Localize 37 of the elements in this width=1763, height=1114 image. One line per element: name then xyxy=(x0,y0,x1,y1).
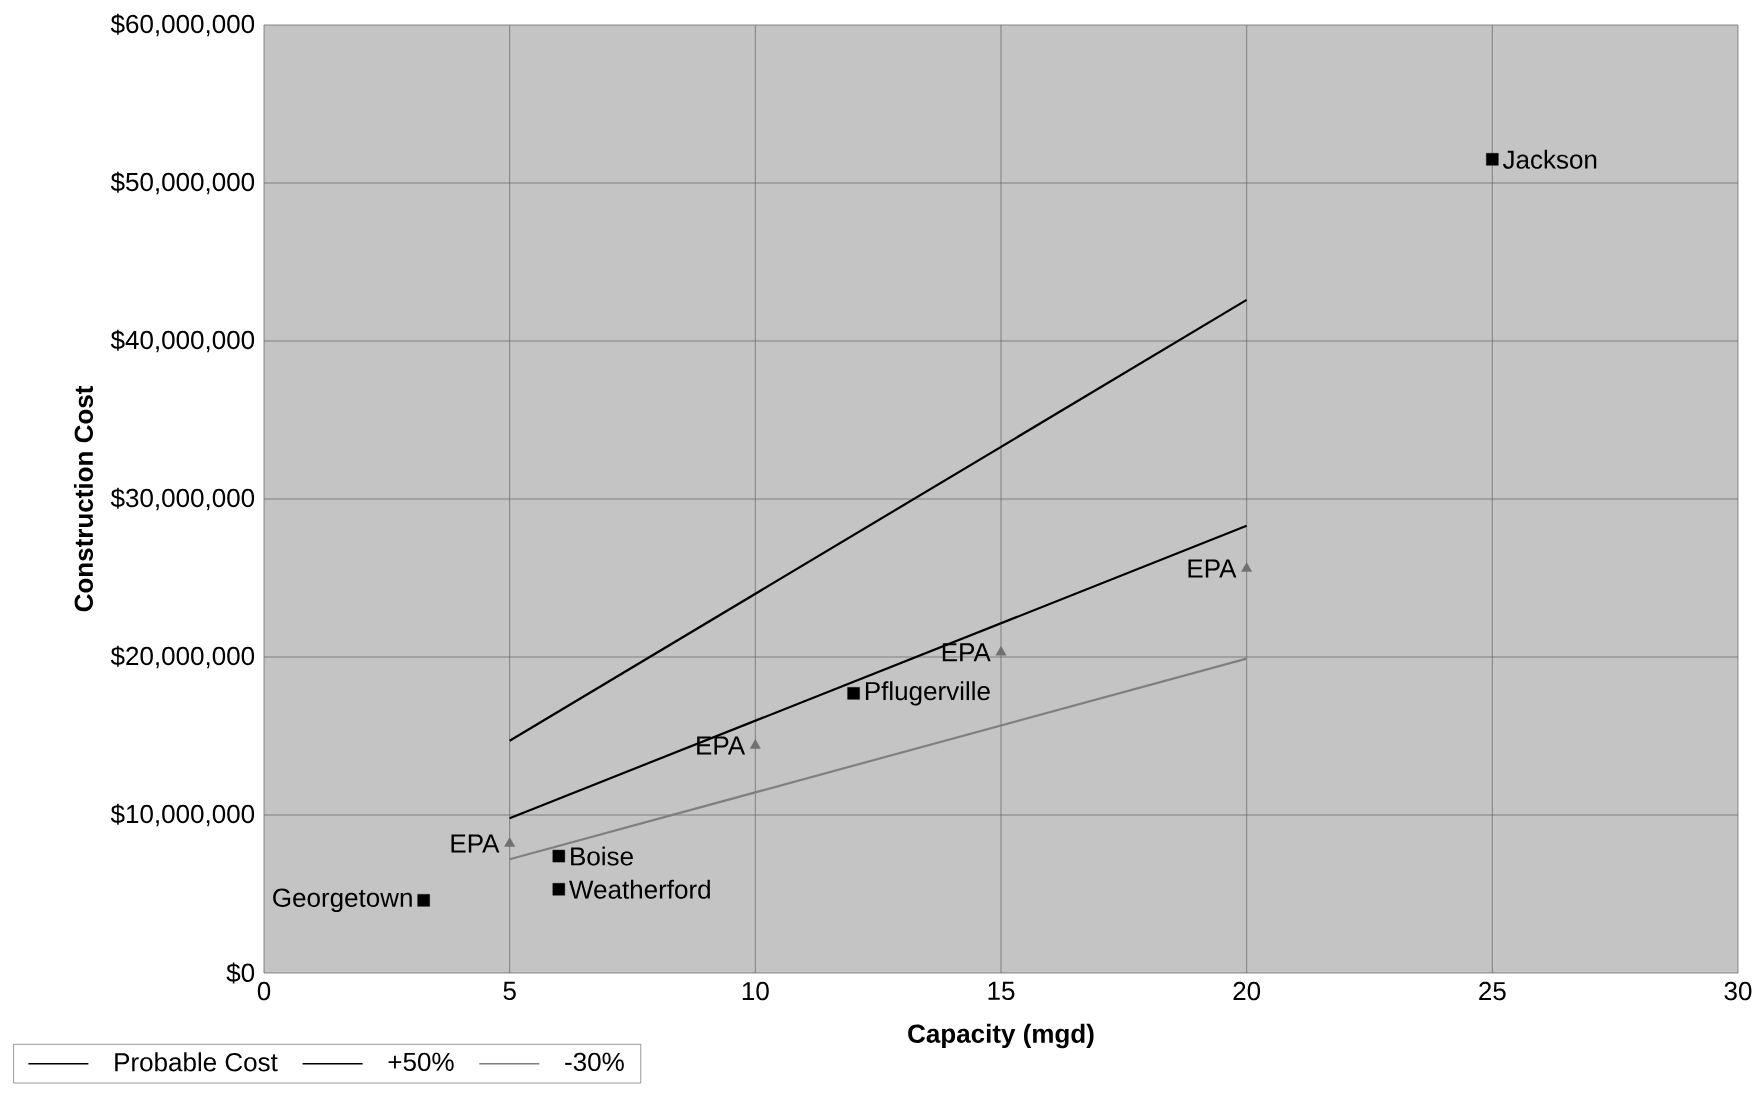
y-tick-label: $60,000,000 xyxy=(110,13,255,37)
annotation: Georgetown xyxy=(273,888,412,913)
y-tick-label: $40,000,000 xyxy=(110,329,255,353)
annotation: Boise xyxy=(571,846,633,866)
y-axis-title: Construction Cost xyxy=(73,385,94,612)
legend-label: +50% xyxy=(388,1052,454,1072)
annotation: EPA xyxy=(697,736,746,755)
annotation: Weatherford xyxy=(569,879,710,899)
point xyxy=(995,646,1007,656)
annotation: Pflugerville xyxy=(865,681,990,706)
legend-label: -30% xyxy=(565,1052,624,1072)
annotation: EPA xyxy=(1188,559,1237,578)
point xyxy=(749,739,761,749)
x-tick-label: 5 xyxy=(503,981,516,1000)
legend-label: Probable Cost xyxy=(115,1052,278,1072)
point xyxy=(1486,153,1499,166)
y-tick-label: $50,000,000 xyxy=(110,171,255,195)
y-tick-label: $20,000,000 xyxy=(110,645,255,669)
x-tick-label: 15 xyxy=(988,981,1015,1000)
x-tick-label: 20 xyxy=(1233,981,1261,1001)
point xyxy=(847,687,860,700)
x-axis-title: Capacity (mgd) xyxy=(908,1023,1094,1049)
x-tick-label: 25 xyxy=(1479,981,1506,1001)
x-tick-label: 10 xyxy=(742,981,769,1001)
annotation: EPA xyxy=(451,834,500,853)
y-tick-label: $0 xyxy=(226,962,255,984)
y-tick-label: $30,000,000 xyxy=(110,487,255,511)
point xyxy=(504,837,516,847)
annotation: EPA xyxy=(942,643,991,662)
x-tick-label: 30 xyxy=(1724,981,1752,1001)
y-tick-label: $10,000,000 xyxy=(110,803,255,827)
point xyxy=(552,849,565,863)
annotation: Jackson xyxy=(1502,149,1597,169)
point xyxy=(417,894,430,907)
point xyxy=(1241,562,1253,572)
point xyxy=(552,883,565,896)
x-tick-label: 0 xyxy=(257,981,271,1001)
